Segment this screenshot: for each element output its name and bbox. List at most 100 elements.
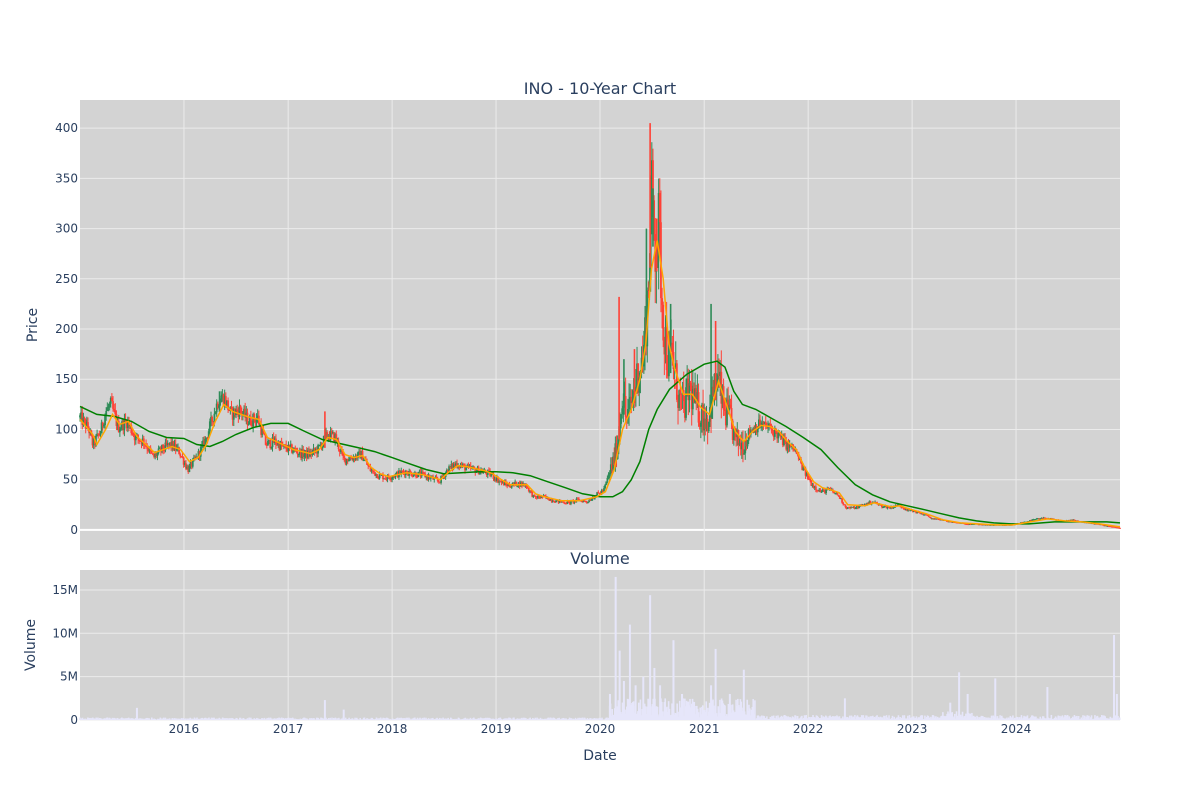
candle-body [108,403,111,407]
candle-body [705,418,708,429]
volume-bar [425,717,427,720]
volume-bar [506,718,508,720]
volume-bar [1000,718,1002,720]
volume-bar [872,715,874,720]
volume-bar [142,719,145,720]
candle-body [779,433,782,438]
volume-bar [1112,718,1114,720]
volume-bar [598,717,601,720]
volume-bar [964,715,966,720]
candle-body [707,421,710,432]
volume-bar [651,704,654,720]
volume-bar [262,718,264,720]
volume-bar [850,715,853,720]
candle-body [601,490,604,492]
volume-bar [532,718,535,720]
volume-bar [809,719,812,720]
candle-body [271,437,274,448]
candle-body [191,459,194,467]
volume-bar [416,717,419,720]
candle-body [844,504,847,508]
volume-bar [934,716,936,720]
candle-body [768,424,771,427]
volume-bar [1107,719,1110,720]
volume-bar [464,717,467,720]
candle-body [465,467,468,471]
volume-bar [794,715,796,720]
volume-bar [115,718,117,720]
candle-body [780,435,783,438]
volume-bar [139,718,142,720]
candle-body [588,500,591,502]
candle-body [611,464,613,470]
volume-bar [739,699,742,720]
volume-bar [902,717,905,720]
volume-bar [749,715,752,720]
volume-bar [896,717,899,720]
volume-bar [235,717,238,720]
volume-bar [405,717,408,720]
volume-bar [1087,715,1089,720]
candle-body [526,487,529,489]
volume-bar [304,718,307,720]
candle-body [916,511,919,513]
volume-bar [84,718,86,720]
volume-bar [99,718,102,720]
volume-bar [85,719,87,720]
candle-body [554,501,556,503]
candle-body [126,421,129,429]
volume-bar [875,716,878,720]
candle-body [1103,525,1105,527]
candle-body [265,444,268,446]
candle-body [116,421,119,426]
volume-bar [675,713,678,720]
candle-body [865,503,867,506]
candle-body [513,482,515,485]
volume-bar [1068,716,1071,720]
volume-bar [145,717,148,720]
volume-bar [1100,715,1103,720]
candle-body [543,495,546,497]
volume-bar [202,719,204,720]
volume-bar [452,719,455,720]
candle-body [457,466,460,468]
volume-bar [990,715,993,720]
candle-body [842,502,845,505]
volume-bar [906,718,908,720]
candle-body [761,422,764,427]
volume-bar [197,719,199,720]
volume-bar [500,718,502,720]
volume-bar [801,719,804,720]
volume-bar [1058,718,1060,720]
volume-bar [229,718,232,720]
volume-bar [883,715,885,720]
volume-bar [495,718,497,720]
volume-bar [338,717,340,720]
candle-body [564,503,567,505]
candle-body [261,429,264,435]
volume-bar [941,715,943,720]
volume-bar [943,716,946,720]
candle-body [890,506,892,509]
volume-bar [759,716,761,720]
volume-bar [268,718,271,720]
candle-body [195,456,198,459]
volume-bar [221,719,223,720]
volume-bar [309,718,311,720]
volume-bar [258,718,261,720]
volume-bar [1092,719,1095,720]
candle-body [203,440,206,447]
volume-bar [230,718,233,720]
volume-bar [438,717,441,720]
volume-bar [872,717,875,720]
candle-body [134,435,137,441]
volume-bar [310,718,313,720]
candle-body [820,491,823,493]
candle-body [825,489,828,494]
volume-spike-bar [966,693,969,720]
volume-bar [697,712,700,720]
volume-bar [1020,715,1023,720]
volume-bar [320,717,323,720]
volume-bar [154,719,156,720]
candle-body [268,439,270,441]
